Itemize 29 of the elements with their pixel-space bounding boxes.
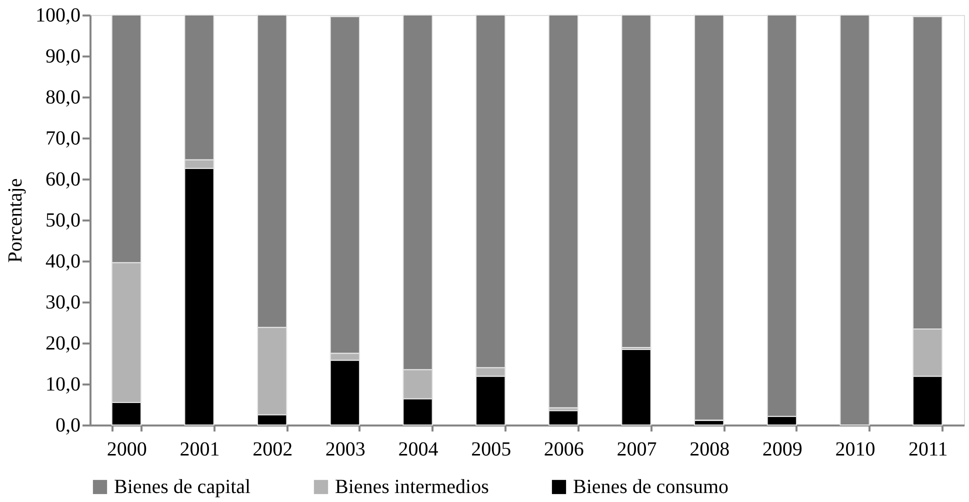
y-tick-label: 80,0 [46,86,80,108]
y-tick-label: 30,0 [46,292,80,314]
y-tick-label: 10,0 [46,374,80,396]
legend-label: Bienes de capital [114,476,252,498]
legend-label: Bienes intermedios [335,476,490,498]
y-tick-label: 60,0 [46,168,80,190]
y-tick-label: 20,0 [46,332,80,354]
x-tick-label: 2009 [762,438,802,460]
y-tick-label: 50,0 [46,210,80,232]
y-tick-label: 90,0 [46,46,80,68]
x-tick-label: 2006 [544,438,584,460]
x-tick-label: 2004 [398,438,438,460]
y-tick-label: 70,0 [46,128,80,150]
y-tick-label: 0,0 [56,414,80,436]
x-tick-label: 2000 [106,438,147,460]
x-tick-label: 2007 [616,438,657,460]
y-tick-label: 100,0 [36,4,80,26]
x-tick-label: 2010 [835,438,876,460]
y-tick-label: 40,0 [46,250,80,272]
x-tick-label: 2003 [325,438,366,460]
bar [621,349,652,426]
x-tick-label: 2002 [252,438,293,460]
x-tick-label: 2001 [180,438,220,460]
bar [548,410,578,426]
y-axis-title: Porcentaje [4,178,26,263]
x-tick-label: 2008 [690,438,730,460]
x-tick-label: 2011 [908,438,948,460]
x-tick-label: 2005 [471,438,512,460]
legend-label: Bienes de consumo [573,476,729,498]
